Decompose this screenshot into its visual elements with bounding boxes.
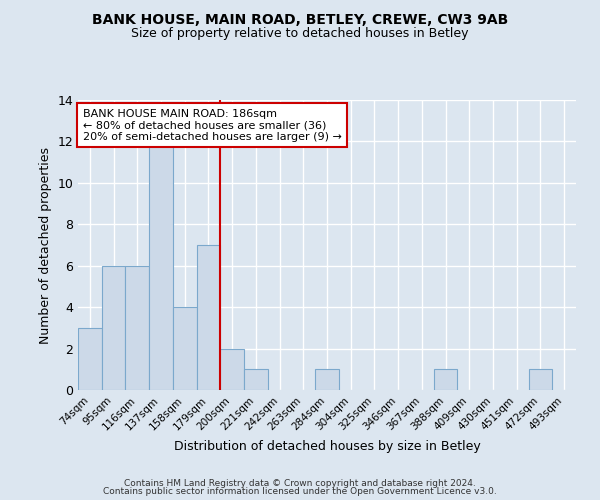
X-axis label: Distribution of detached houses by size in Betley: Distribution of detached houses by size … [173, 440, 481, 453]
Bar [149, 142, 173, 390]
Text: Contains public sector information licensed under the Open Government Licence v3: Contains public sector information licen… [103, 487, 497, 496]
Bar [197, 245, 220, 390]
Bar [173, 307, 197, 390]
Bar [220, 348, 244, 390]
Bar [102, 266, 125, 390]
Bar [78, 328, 102, 390]
Bar [434, 370, 457, 390]
Text: Contains HM Land Registry data © Crown copyright and database right 2024.: Contains HM Land Registry data © Crown c… [124, 478, 476, 488]
Bar [529, 370, 552, 390]
Bar [125, 266, 149, 390]
Bar [244, 370, 268, 390]
Y-axis label: Number of detached properties: Number of detached properties [39, 146, 52, 344]
Text: BANK HOUSE MAIN ROAD: 186sqm
← 80% of detached houses are smaller (36)
20% of se: BANK HOUSE MAIN ROAD: 186sqm ← 80% of de… [83, 108, 342, 142]
Text: Size of property relative to detached houses in Betley: Size of property relative to detached ho… [131, 28, 469, 40]
Bar [315, 370, 339, 390]
Text: BANK HOUSE, MAIN ROAD, BETLEY, CREWE, CW3 9AB: BANK HOUSE, MAIN ROAD, BETLEY, CREWE, CW… [92, 12, 508, 26]
